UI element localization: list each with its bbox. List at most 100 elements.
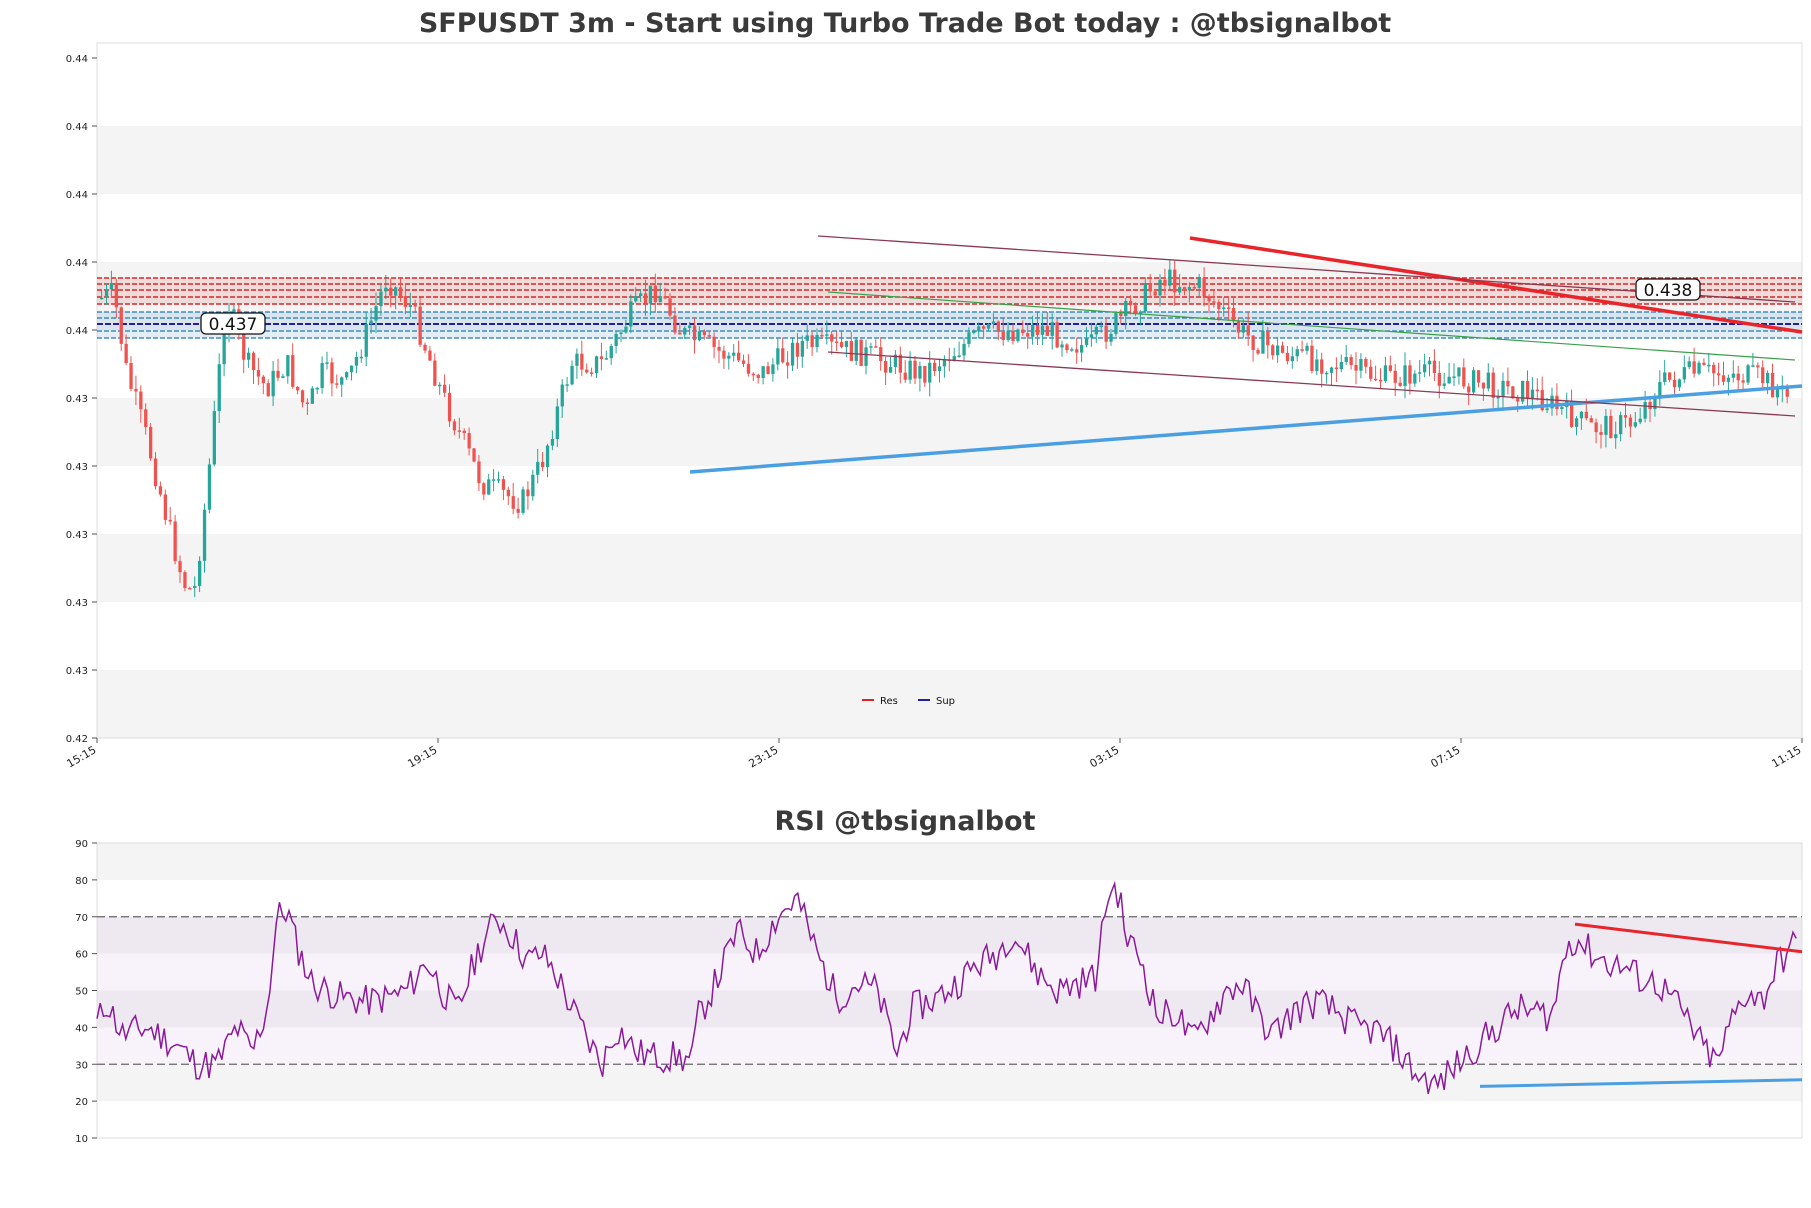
support-trendline: [689, 384, 1803, 474]
candle-body: [1442, 383, 1446, 386]
candle-body: [232, 309, 236, 313]
candle-body: [898, 354, 902, 373]
candle-body: [952, 356, 956, 362]
candle-body: [1026, 333, 1030, 337]
candle-body: [1133, 305, 1138, 314]
candle-body: [129, 363, 133, 389]
candle-body: [1550, 395, 1554, 409]
candle-body: [1251, 335, 1255, 350]
candle-body: [212, 411, 216, 465]
candle-body: [673, 315, 677, 333]
candle-body: [1369, 366, 1373, 379]
candle-body: [1055, 322, 1059, 348]
candle-body: [1374, 378, 1378, 381]
candle-body: [1663, 372, 1667, 382]
candle-body: [1280, 345, 1285, 353]
candle-body: [849, 340, 853, 361]
candle-body: [1712, 364, 1716, 374]
candle-body: [678, 332, 682, 335]
candles-group: [100, 259, 1789, 598]
candle-body: [457, 430, 461, 432]
candle-body: [447, 392, 452, 422]
candle-body: [1697, 362, 1701, 374]
candle-body: [1511, 386, 1515, 399]
candle-body: [1447, 376, 1451, 384]
candle-body: [1707, 364, 1711, 367]
candle-body: [1717, 373, 1721, 376]
candle-body: [1491, 372, 1495, 398]
candle-body: [330, 362, 334, 384]
candle-body: [340, 377, 344, 385]
candle-body: [1212, 301, 1216, 303]
price-xtick-label: 23:15: [747, 743, 781, 770]
candle-body: [1452, 376, 1456, 378]
candle-body: [202, 509, 207, 561]
candle-body: [1182, 287, 1187, 291]
candle-body: [173, 521, 177, 562]
support-price-label: 0.437: [209, 315, 258, 335]
candle-body: [1173, 269, 1177, 293]
candle-body: [1594, 422, 1598, 433]
candle-body: [462, 430, 466, 434]
candle-body: [271, 370, 275, 397]
candle-body: [1423, 364, 1427, 373]
candle-body: [957, 355, 961, 357]
candle-body: [1065, 344, 1069, 351]
candle-body: [800, 340, 804, 357]
candle-body: [1584, 411, 1588, 419]
price-plot-frame: [96, 42, 1803, 739]
rsi-grid-band: [97, 843, 1802, 880]
candle-body: [1050, 322, 1054, 336]
candle-body: [658, 296, 662, 303]
candle-body: [496, 479, 501, 481]
candle-body: [815, 334, 819, 348]
candle-body: [1702, 362, 1706, 365]
candle-body: [369, 320, 373, 325]
candle-body: [1178, 287, 1182, 293]
candle-body: [349, 365, 354, 373]
candle-body: [692, 325, 697, 341]
candle-body: [477, 461, 481, 484]
candle-body: [521, 489, 525, 513]
price-ytick-label: 0.43: [66, 530, 88, 541]
candle-body: [1246, 325, 1250, 336]
candle-body: [300, 390, 305, 403]
price-ytick-label: 0.44: [66, 54, 88, 65]
price-xtick-label: 03:15: [1088, 743, 1122, 770]
candle-body: [732, 352, 736, 356]
candle-body: [1109, 333, 1113, 342]
candle-body: [604, 358, 608, 360]
price-ytick-label: 0.43: [66, 394, 88, 405]
price-ytick-label: 0.44: [66, 258, 88, 269]
price-xtick-label: 11:15: [1770, 743, 1804, 770]
candle-body: [565, 384, 569, 386]
candle-body: [1628, 417, 1633, 427]
candle-body: [1168, 269, 1172, 286]
candle-body: [1271, 345, 1275, 356]
candle-body: [1545, 408, 1549, 411]
candle-body: [531, 474, 535, 497]
candle-body: [335, 383, 339, 385]
candle-body: [501, 479, 506, 490]
candle-body: [379, 291, 383, 307]
price-panel: 0.42 0.43 0.43 0.43 0.43 0.43 0.44 0.44 0.44 0.44…: [65, 42, 1804, 770]
candle-body: [1285, 352, 1290, 362]
rsi-neutral-zone: [97, 916, 1802, 1065]
candle-body: [1011, 330, 1015, 342]
candle-body: [609, 346, 613, 359]
candle-body: [727, 355, 731, 359]
candle-body: [1516, 398, 1520, 402]
candle-body: [575, 353, 579, 366]
candle-body: [1486, 372, 1490, 389]
candle-body: [1339, 362, 1343, 370]
candle-body: [1525, 380, 1530, 400]
candle-body: [1619, 415, 1623, 435]
candle-body: [1481, 382, 1486, 389]
candle-body: [261, 376, 265, 384]
candle-body: [967, 332, 971, 344]
candle-body: [541, 461, 545, 468]
candle-body: [193, 585, 197, 588]
price-grid-band: [97, 126, 1802, 194]
candle-body: [345, 372, 349, 378]
candle-body: [1256, 349, 1260, 354]
